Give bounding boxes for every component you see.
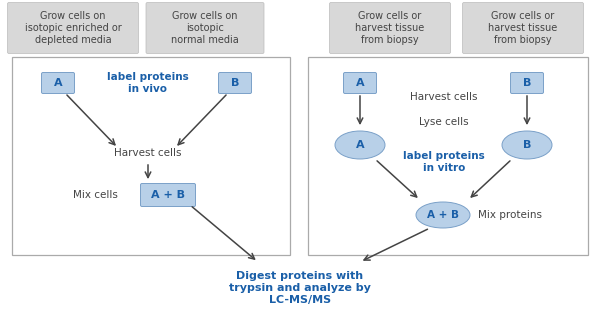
Text: B: B xyxy=(231,78,239,88)
FancyBboxPatch shape xyxy=(329,3,450,53)
FancyBboxPatch shape xyxy=(146,3,264,53)
FancyBboxPatch shape xyxy=(12,57,290,255)
FancyBboxPatch shape xyxy=(41,72,75,93)
Text: A: A xyxy=(356,78,364,88)
Ellipse shape xyxy=(416,202,470,228)
FancyBboxPatch shape xyxy=(218,72,252,93)
FancyBboxPatch shape xyxy=(308,57,588,255)
Text: Grow cells on
isotopic enriched or
depleted media: Grow cells on isotopic enriched or deple… xyxy=(25,11,121,45)
Ellipse shape xyxy=(502,131,552,159)
Text: Harvest cells: Harvest cells xyxy=(410,92,478,102)
FancyBboxPatch shape xyxy=(511,72,544,93)
Text: B: B xyxy=(523,140,531,150)
Text: B: B xyxy=(523,78,531,88)
Text: Digest proteins with
trypsin and analyze by
LC-MS/MS: Digest proteins with trypsin and analyze… xyxy=(229,270,371,305)
Text: label proteins
in vivo: label proteins in vivo xyxy=(107,72,189,94)
Text: Grow cells or
harvest tissue
from biopsy: Grow cells or harvest tissue from biopsy xyxy=(489,11,557,45)
FancyBboxPatch shape xyxy=(343,72,377,93)
FancyBboxPatch shape xyxy=(462,3,584,53)
Text: A: A xyxy=(356,140,364,150)
Text: label proteins
in vitro: label proteins in vitro xyxy=(403,151,485,173)
Text: Grow cells or
harvest tissue
from biopsy: Grow cells or harvest tissue from biopsy xyxy=(355,11,425,45)
Ellipse shape xyxy=(335,131,385,159)
FancyBboxPatch shape xyxy=(141,184,196,206)
Text: Lyse cells: Lyse cells xyxy=(419,117,469,127)
FancyBboxPatch shape xyxy=(8,3,139,53)
Text: A: A xyxy=(54,78,62,88)
Text: A + B: A + B xyxy=(427,210,459,220)
Text: Grow cells on
isotopic
normal media: Grow cells on isotopic normal media xyxy=(171,11,239,45)
Text: A + B: A + B xyxy=(151,190,185,200)
Text: Mix cells: Mix cells xyxy=(72,190,117,200)
Text: Harvest cells: Harvest cells xyxy=(114,148,182,158)
Text: Mix proteins: Mix proteins xyxy=(478,210,542,220)
